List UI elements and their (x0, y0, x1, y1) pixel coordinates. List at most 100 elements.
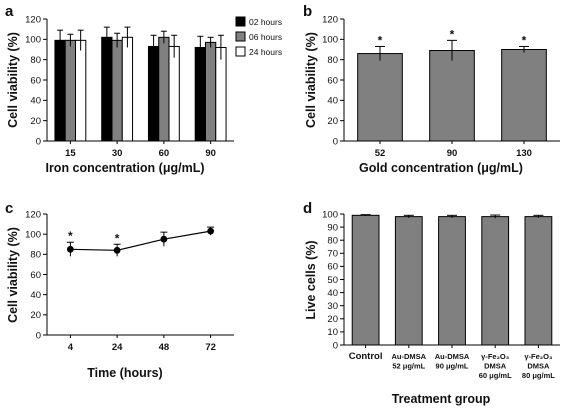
bar (524, 216, 553, 346)
y-tick-label: 0 (333, 136, 338, 147)
y-tick-label: 90 (327, 222, 338, 233)
bar (429, 50, 475, 142)
bar (147, 45, 160, 142)
x-axis-title: Time (hours) (87, 366, 162, 380)
bar (158, 36, 170, 142)
legend-label: 24 hours (249, 47, 282, 57)
y-tick-label: 40 (327, 96, 338, 107)
y-tick-label: 50 (327, 275, 338, 286)
y-tick-label: 100 (322, 35, 338, 46)
legend-swatch (235, 16, 246, 27)
y-tick-label: 20 (30, 310, 41, 321)
y-axis-title: Cell viability (%) (6, 32, 20, 128)
panel-b: b 0 20 40 60 80 100 120 Gold concentration (μg/m… (303, 3, 560, 175)
x-tick-label: 30 (112, 148, 123, 159)
y-tick-label: 0 (36, 136, 41, 147)
significance-marker: * (378, 33, 383, 47)
data-point (207, 227, 215, 235)
y-tick-label: 60 (30, 270, 41, 281)
x-tick-label: γ-Fe₂O₃ (524, 352, 553, 361)
series-line (70, 230, 211, 251)
y-tick-label: 120 (25, 14, 41, 25)
panel-a: a 0 20 40 60 80 100 120 Iron concentration (μg/m… (5, 3, 282, 175)
x-tick-label: 60 μg/mL (479, 371, 512, 380)
x-tick-label: 52 μg/mL (392, 362, 425, 371)
x-tick-label: Control (349, 351, 383, 362)
x-axis-title: Iron concentration (μg/mL) (45, 161, 204, 175)
panel-letter: a (5, 3, 14, 20)
y-tick-label: 100 (25, 229, 41, 240)
x-tick-label: 80 μg/mL (522, 371, 555, 380)
x-tick-label: DMSA (527, 362, 550, 371)
y-axis-title: Cell viability (%) (304, 32, 318, 128)
x-tick-label: 90 (447, 148, 458, 159)
x-tick-label: Au-DMSA (392, 352, 427, 361)
x-tick-label: 90 (205, 148, 216, 159)
y-tick-label: 100 (25, 35, 41, 46)
x-tick-label: 60 (159, 148, 170, 159)
significance-marker: * (450, 27, 455, 41)
y-tick-label: 80 (327, 236, 338, 247)
bar (351, 214, 380, 346)
y-tick-label: 10 (327, 327, 338, 338)
legend-label: 02 hours (249, 17, 282, 27)
y-axis-title: Cell viability (%) (6, 227, 20, 323)
legend-swatch (235, 31, 246, 42)
bar (111, 39, 123, 142)
x-tick-label: 52 (375, 148, 386, 159)
x-tick-label: 4 (68, 342, 74, 353)
y-tick-label: 40 (30, 290, 41, 301)
bar (194, 46, 206, 142)
x-tick-label: 15 (65, 148, 76, 159)
panel-c: c 0 20 40 60 80 100 120 Time (hours) Cell viabili… (5, 200, 234, 380)
bar (357, 53, 403, 142)
y-tick-label: 120 (322, 14, 338, 25)
panel-d: d 0 10 20 30 40 50 60 70 80 90 100 Treatment group Li… (303, 200, 560, 406)
y-tick-label: 120 (25, 209, 41, 220)
x-tick-label: 48 (159, 342, 170, 353)
bar (54, 39, 66, 142)
bar (501, 49, 547, 142)
x-tick-label: 90 μg/mL (436, 362, 469, 371)
x-axis-title: Gold concentration (μg/mL) (359, 161, 523, 175)
bar (101, 36, 113, 142)
y-tick-label: 40 (327, 288, 338, 299)
x-tick-label: DMSA (484, 362, 507, 371)
bar (438, 216, 466, 346)
y-tick-label: 60 (327, 262, 338, 273)
x-tick-label: 24 (112, 342, 123, 353)
y-tick-label: 80 (30, 55, 41, 66)
bar (121, 36, 134, 142)
panel-letter: c (5, 200, 13, 217)
y-tick-label: 80 (30, 250, 41, 261)
significance-marker: * (68, 229, 73, 243)
legend: 02 hours 06 hours 24 hours (235, 16, 282, 57)
y-tick-label: 0 (36, 330, 41, 341)
y-tick-label: 20 (327, 314, 338, 325)
bar (215, 46, 227, 142)
x-tick-label: Au-DMSA (435, 352, 470, 361)
y-tick-label: 60 (30, 75, 41, 86)
y-tick-label: 100 (322, 209, 338, 220)
bar (168, 45, 180, 142)
x-axis-title: Treatment group (392, 392, 491, 406)
y-tick-label: 20 (30, 116, 41, 127)
y-tick-label: 60 (327, 75, 338, 86)
legend-swatch (235, 46, 246, 57)
bar (204, 41, 217, 142)
significance-marker: * (522, 33, 527, 47)
bar (394, 216, 423, 346)
panel-letter: b (303, 3, 312, 20)
x-tick-label: γ-Fe₂O₃ (481, 352, 510, 361)
x-tick-label: 130 (516, 148, 532, 159)
bar (481, 216, 510, 346)
significance-marker: * (115, 231, 120, 245)
bar (64, 39, 77, 142)
y-tick-label: 30 (327, 301, 338, 312)
y-tick-label: 0 (333, 340, 338, 351)
bar (75, 39, 87, 142)
data-point (160, 235, 168, 243)
y-tick-label: 80 (327, 55, 338, 66)
